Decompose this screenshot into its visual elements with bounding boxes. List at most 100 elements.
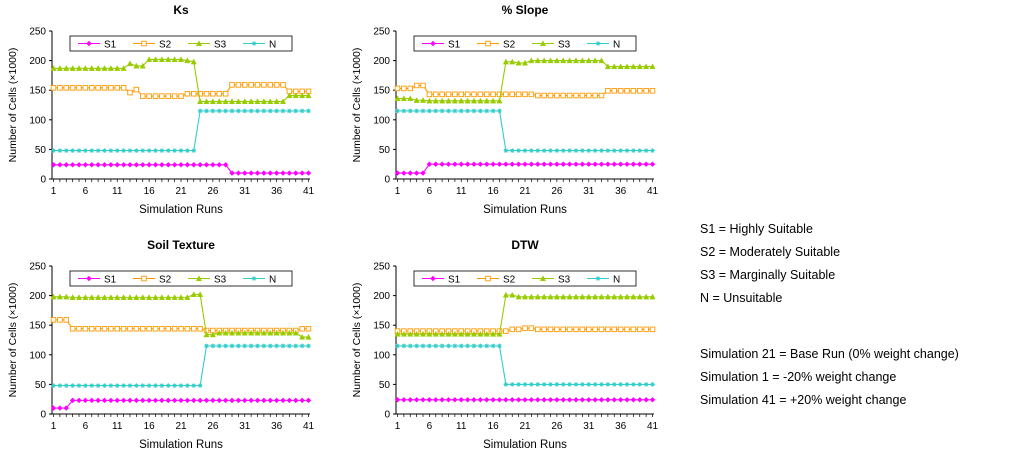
data-point-n [197, 108, 203, 114]
data-point-s1 [573, 161, 579, 167]
legend-swatch-marker [195, 40, 203, 47]
data-point-n [57, 148, 63, 153]
data-point-s1 [452, 397, 458, 403]
data-point-s1 [242, 170, 248, 176]
x-tick-label: 1 [395, 186, 401, 197]
data-point-s1 [146, 162, 152, 168]
data-point-s3 [451, 330, 458, 337]
data-point-s2 [273, 82, 280, 88]
data-point-n [51, 383, 56, 388]
data-point-s2 [165, 93, 171, 99]
data-point-s3 [69, 294, 76, 300]
data-point-s1 [490, 397, 496, 403]
data-point-s1 [503, 161, 509, 167]
data-point-s2 [261, 82, 267, 88]
data-point-n [631, 148, 636, 153]
data-point-n [573, 148, 579, 153]
data-point-n [503, 382, 509, 387]
data-point-s2 [541, 326, 547, 333]
data-point-s3 [547, 293, 554, 300]
data-point-n [185, 148, 190, 153]
data-point-n [70, 148, 75, 153]
data-point-s3 [528, 57, 535, 64]
data-point-s2 [127, 326, 133, 332]
data-point-s2 [248, 82, 254, 88]
legend-label-s3: S3 [214, 274, 227, 285]
legend-label-n: N [613, 274, 620, 285]
data-point-n [522, 382, 528, 387]
data-point-s3 [592, 57, 599, 64]
data-point-s2 [528, 91, 535, 98]
data-point-s1 [541, 161, 547, 167]
data-point-s2 [50, 317, 57, 323]
data-point-s3 [560, 57, 567, 64]
data-point-s1 [235, 170, 242, 176]
data-point-s2 [401, 85, 407, 92]
data-point-s2 [458, 91, 465, 98]
data-point-n [503, 148, 509, 153]
x-tick-label: 36 [615, 186, 627, 197]
data-point-n [165, 148, 171, 153]
data-point-n [548, 382, 553, 387]
data-point-s1 [152, 397, 159, 404]
data-point-s3 [432, 97, 439, 104]
data-point-s3 [470, 330, 478, 337]
simulation-note-41: Simulation 41 = +20% weight change [700, 393, 907, 407]
data-point-s3 [439, 330, 446, 337]
data-point-s2 [88, 85, 95, 91]
data-point-n [420, 108, 426, 114]
data-point-s1 [605, 397, 611, 403]
data-point-s1 [267, 170, 273, 176]
data-point-s3 [394, 330, 401, 337]
data-point-s3 [560, 293, 567, 300]
data-point-n [516, 148, 521, 153]
data-point-s3 [63, 65, 70, 71]
data-point-s3 [171, 294, 178, 300]
data-point-s3 [158, 56, 165, 62]
data-point-s1 [522, 397, 528, 403]
data-point-s1 [560, 161, 566, 167]
data-point-s1 [191, 397, 197, 404]
data-point-s1 [630, 161, 637, 167]
data-point-s1 [515, 161, 522, 167]
data-point-s1 [643, 397, 649, 403]
data-point-s3 [120, 294, 127, 300]
data-point-s1 [458, 397, 464, 403]
data-point-s2 [515, 91, 522, 98]
data-point-s1 [299, 170, 305, 176]
data-point-s1 [605, 161, 611, 167]
data-point-n [439, 108, 445, 114]
data-point-n [414, 108, 419, 114]
data-point-s3 [611, 293, 618, 300]
data-point-s3 [171, 56, 178, 62]
data-point-s1 [152, 162, 159, 168]
data-point-s2 [407, 85, 414, 92]
data-point-s2 [133, 326, 140, 332]
definition-s2: S2 = Moderately Suitable [700, 245, 841, 259]
x-tick-label: 21 [175, 186, 187, 197]
data-point-s1 [579, 397, 586, 403]
data-point-s3 [114, 294, 121, 300]
data-point-s3 [190, 291, 197, 297]
data-point-s3 [579, 57, 586, 64]
data-point-n [509, 382, 515, 387]
data-point-n [535, 382, 541, 387]
data-point-s3 [636, 63, 643, 70]
data-point-n [274, 108, 279, 114]
data-point-s1 [477, 161, 484, 167]
data-point-s1 [159, 162, 165, 168]
data-point-n [51, 148, 56, 153]
legend-label-n: N [269, 274, 276, 285]
data-point-s3 [490, 97, 497, 104]
data-point-n [420, 343, 426, 349]
data-point-s1 [140, 162, 146, 168]
data-point-s1 [554, 397, 560, 403]
data-point-s3 [241, 329, 248, 336]
data-point-s2 [566, 92, 573, 99]
data-point-s3 [184, 57, 191, 64]
data-point-n [484, 343, 490, 349]
data-point-s1 [114, 397, 120, 404]
data-point-s3 [400, 95, 407, 102]
data-point-s2 [235, 82, 242, 88]
x-axis-label: Simulation Runs [483, 439, 567, 451]
